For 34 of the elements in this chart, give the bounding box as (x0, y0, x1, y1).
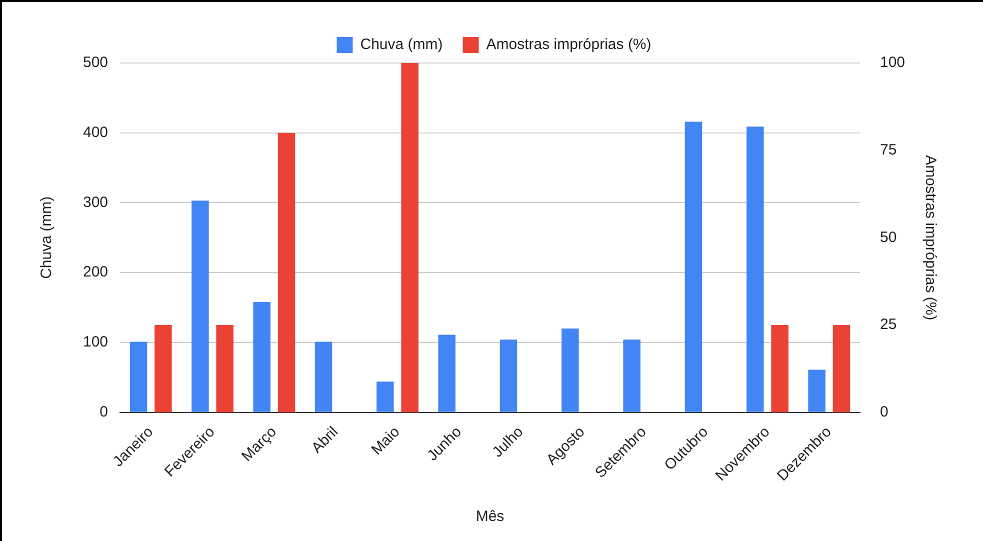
y2-tick-label: 75 (880, 141, 897, 158)
bar (746, 126, 764, 412)
y-tick-label: 200 (82, 264, 108, 281)
y2-axis-title: Amostras impróprias (%) (922, 155, 939, 320)
bar (278, 132, 296, 412)
bar (253, 302, 270, 412)
legend-label: Chuva (mm) (360, 36, 443, 54)
y-tick-label: 500 (82, 54, 108, 72)
bar (562, 328, 579, 412)
bar (154, 325, 172, 412)
bar (314, 342, 332, 412)
bar (623, 340, 640, 412)
y-tick-label: 300 (82, 194, 108, 211)
y-tick-label: 0 (100, 403, 108, 420)
bar (438, 334, 456, 412)
x-axis-title: Mês (476, 508, 504, 526)
bar (192, 200, 209, 412)
y-axis-title: Chuva (mm) (38, 196, 56, 279)
bar (808, 370, 826, 412)
y-tick-label: 100 (82, 334, 108, 351)
bar (401, 63, 418, 412)
bar (832, 325, 850, 412)
y2-tick-label: 0 (880, 403, 888, 420)
y2-tick-label: 100 (880, 54, 906, 72)
bar (500, 340, 518, 412)
bar (130, 342, 148, 412)
bar (216, 325, 234, 412)
bar (684, 122, 702, 412)
y2-tick-label: 50 (880, 228, 897, 246)
y2-tick-label: 25 (880, 316, 897, 334)
bar (771, 325, 788, 412)
bar (376, 382, 394, 412)
y-tick-label: 400 (82, 124, 108, 142)
legend-label: Amostras impróprias (%) (486, 36, 652, 54)
